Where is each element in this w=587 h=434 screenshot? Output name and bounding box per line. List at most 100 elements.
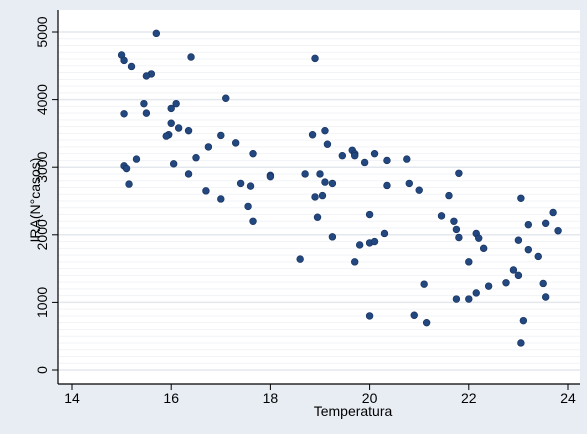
x-tick-label: 22 [461,390,477,406]
scatter-point [415,186,423,194]
scatter-point [450,217,458,225]
scatter-point [202,187,210,195]
scatter-point [514,271,523,280]
scatter-point [524,220,533,229]
scatter-point [365,210,374,219]
y-tick-label: 5000 [34,16,50,47]
scatter-point [167,119,175,127]
scatter-point [249,149,257,158]
x-tick-label: 18 [263,390,279,406]
scatter-point [140,99,148,108]
scatter-point [502,279,510,287]
scatter-point [311,193,319,201]
scatter-point [249,217,257,225]
scatter-point [142,72,151,80]
scatter-point [323,140,332,148]
scatter-point [338,152,347,160]
scatter-point [380,229,389,238]
scatter-point [125,180,133,188]
scatter-point [554,227,562,235]
x-tick-label: 20 [362,390,378,406]
y-tick-label: 1000 [34,287,50,318]
scatter-point [484,282,493,290]
scatter-point [445,191,453,200]
scatter-point [410,311,418,319]
scatter-point [162,132,170,140]
y-tick-label: 4000 [34,84,50,115]
scatter-point [524,245,533,254]
scatter-point [465,258,473,266]
scatter-point [328,233,337,241]
y-tick-label: 3000 [34,151,50,182]
scatter-point [455,233,463,242]
tick-labels: 0 1000 2000 3000 4000 5000 14 16 18 20 22 24 [34,16,576,406]
scatter-point [120,56,128,65]
scatter-point [311,54,319,63]
data-points [117,29,562,347]
scatter-point [217,131,225,140]
scatter-point [308,131,317,139]
scatter-point [509,266,518,274]
scatter-point [318,191,327,200]
scatter-point [174,124,183,132]
scatter-point [184,170,193,178]
scatter-point [351,152,359,160]
scatter-point [313,213,322,221]
scatter-point [187,53,195,61]
scatter-point [541,219,550,228]
scatter-point [236,179,245,188]
x-tick-label: 14 [64,390,80,406]
scatter-point [246,182,255,190]
scatter-point [217,195,225,203]
scatter-point [422,318,431,327]
y-tick-label: 2000 [34,219,50,250]
scatter-point [403,155,411,163]
scatter-point [296,255,304,263]
scatter-point [519,316,528,325]
scatter-point [370,149,379,158]
y-tick-label: 0 [34,366,50,374]
scatter-point [534,252,542,261]
scatter-point [266,172,275,181]
scatter-point [541,293,550,301]
scatter-point [517,194,525,202]
scatter-point [549,208,557,217]
scatter-point [383,156,391,165]
scatter-point [222,94,230,102]
scatter-point [539,279,547,288]
scatter-point [455,169,463,177]
scatter-point [472,289,480,297]
scatter-point [365,312,374,320]
scatter-point [142,109,151,117]
scatter-point [452,225,461,234]
scatter-point [316,170,324,178]
scatter-point [351,258,359,266]
scatter-point [517,339,525,347]
scatter-point [321,126,329,135]
scatter-point [301,170,309,178]
scatter-point [127,62,136,71]
scatter-point [437,212,446,220]
scatter-point [204,143,213,151]
scatter-point [420,280,428,288]
scatter-point [465,295,473,303]
scatter-point [184,126,193,135]
scatter-point [321,178,329,186]
scatter-point [192,154,200,162]
x-tick-label: 24 [560,390,576,406]
scatter-point [172,99,180,108]
scatter-point [120,110,128,118]
x-axis-label: Temperatura [314,403,393,419]
scatter-point [122,164,131,173]
scatter-point [244,202,252,211]
scatter-point [360,158,369,167]
scatter-point [167,104,175,113]
axes [52,10,580,390]
x-tick-label: 16 [163,390,179,406]
scatter-point [132,155,141,163]
y-axis-label: IRA(N°casos) [27,158,43,243]
scatter-point [405,179,413,188]
scatter-point [479,244,488,253]
scatter-point [452,295,461,303]
scatter-point [514,236,523,244]
